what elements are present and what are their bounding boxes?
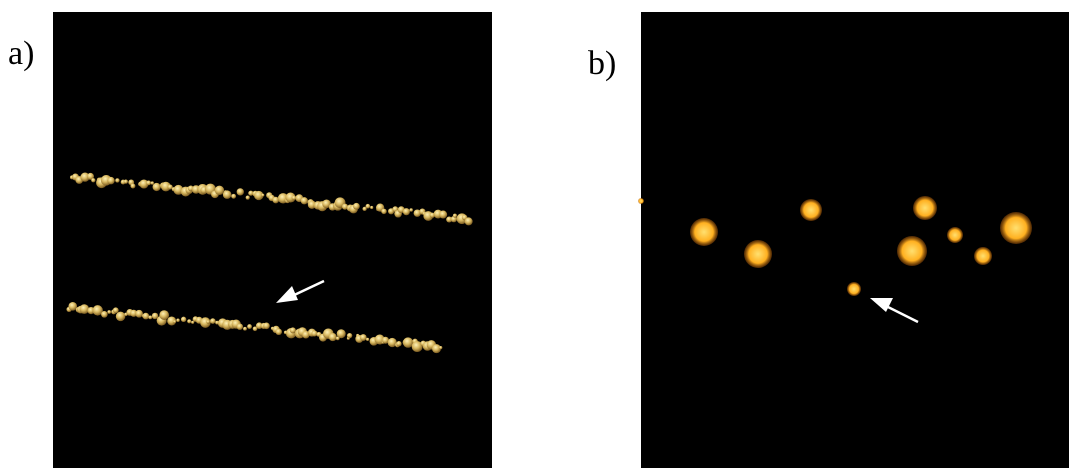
particle bbox=[913, 196, 937, 220]
particle bbox=[243, 327, 247, 331]
particle bbox=[107, 177, 114, 184]
particle bbox=[135, 310, 143, 318]
particle bbox=[231, 194, 236, 199]
particle bbox=[370, 206, 373, 209]
particle bbox=[465, 217, 473, 225]
particle bbox=[897, 236, 927, 266]
particle bbox=[148, 315, 152, 319]
particle bbox=[246, 196, 250, 200]
particle bbox=[403, 208, 410, 215]
particle bbox=[206, 320, 210, 324]
particle bbox=[366, 204, 371, 209]
panel-label: b) bbox=[588, 45, 616, 82]
particle bbox=[311, 331, 317, 337]
particle bbox=[261, 194, 264, 197]
particle bbox=[974, 247, 992, 265]
particle bbox=[409, 208, 412, 211]
particle bbox=[439, 211, 447, 219]
particle bbox=[403, 337, 413, 347]
particle bbox=[847, 282, 861, 296]
particle bbox=[210, 318, 216, 324]
particle bbox=[263, 323, 270, 330]
particle bbox=[381, 209, 386, 214]
particle bbox=[453, 214, 457, 218]
particle bbox=[223, 190, 232, 199]
particle bbox=[366, 338, 369, 341]
particle bbox=[638, 198, 644, 204]
particle bbox=[173, 320, 176, 323]
particle bbox=[237, 323, 243, 329]
particle bbox=[353, 203, 360, 210]
particle bbox=[124, 180, 128, 184]
particle bbox=[690, 218, 718, 246]
particle bbox=[146, 181, 151, 186]
particle bbox=[337, 329, 346, 338]
particle bbox=[187, 319, 191, 323]
particle bbox=[276, 329, 282, 335]
particle bbox=[130, 184, 135, 189]
particle bbox=[237, 188, 244, 195]
particle bbox=[347, 333, 352, 338]
particle bbox=[215, 186, 224, 195]
particle bbox=[151, 181, 154, 184]
image-panel-a bbox=[53, 12, 492, 468]
particle bbox=[360, 334, 367, 341]
particle bbox=[439, 346, 442, 349]
particle bbox=[181, 317, 186, 322]
particle bbox=[744, 240, 772, 268]
page: {"panels": [{"label": "a)"}, {"label": "… bbox=[0, 0, 1069, 468]
particle bbox=[329, 333, 337, 341]
particle bbox=[947, 227, 963, 243]
particle bbox=[101, 311, 108, 318]
particle bbox=[143, 313, 150, 320]
particle bbox=[80, 304, 90, 314]
figure: a) b) bbox=[0, 0, 1069, 468]
particle bbox=[116, 312, 126, 322]
particle bbox=[113, 307, 119, 313]
particle bbox=[107, 310, 111, 314]
particle bbox=[91, 178, 95, 182]
particle bbox=[1000, 212, 1032, 244]
particle bbox=[115, 178, 119, 182]
particle bbox=[247, 324, 252, 329]
panel-label: a) bbox=[8, 35, 34, 72]
particle bbox=[176, 318, 180, 322]
particle bbox=[396, 341, 401, 346]
particle bbox=[301, 197, 308, 204]
particle bbox=[159, 310, 169, 320]
particle bbox=[800, 199, 822, 221]
particle bbox=[153, 183, 161, 191]
